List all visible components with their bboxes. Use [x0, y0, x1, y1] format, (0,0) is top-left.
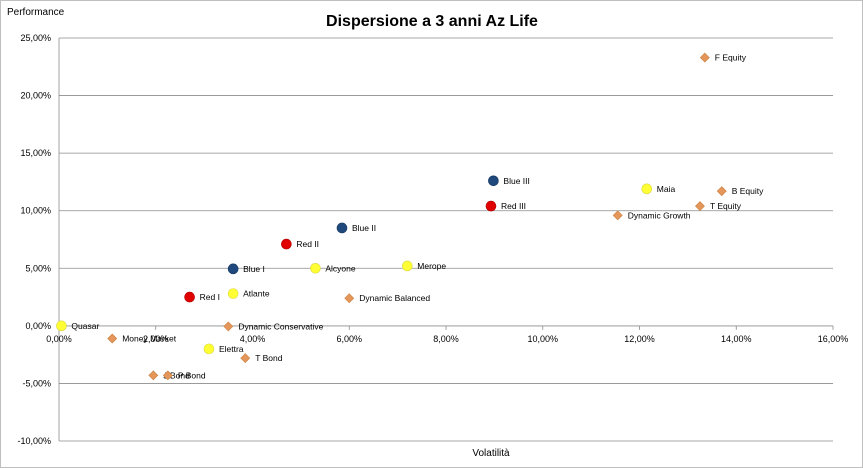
x-tick-label: 10,00%: [527, 334, 558, 344]
diamond-marker: [699, 52, 710, 63]
point-label: Maia: [657, 184, 676, 194]
y-axis-title: Performance: [7, 7, 65, 18]
point-t-equity: T Equity: [695, 201, 742, 212]
point-label: T Equity: [710, 201, 742, 211]
x-tick-label: 12,00%: [624, 334, 655, 344]
point-maia: Maia: [641, 183, 676, 195]
point-label: Blue III: [503, 176, 529, 186]
x-tick-label: 16,00%: [818, 334, 849, 344]
diamond-marker: [148, 370, 159, 381]
diamond-marker: [695, 201, 705, 212]
circle-marker: [641, 183, 653, 195]
point-quasar: Quasar: [56, 320, 99, 332]
point-label: Elettra: [219, 344, 244, 354]
y-tick-label: 15,00%: [20, 148, 51, 158]
point-label: Blue I: [243, 264, 265, 274]
point-label: F Equity: [715, 53, 747, 63]
point-f-equity: F Equity: [699, 52, 747, 63]
point-label: Money Market: [122, 334, 176, 344]
circle-marker: [401, 260, 413, 272]
diamond-marker: [162, 370, 173, 381]
point-label: Atlante: [243, 289, 270, 299]
point-atlante: Atlante: [227, 288, 270, 299]
point-label: Merope: [417, 261, 446, 271]
y-tick-label: 5,00%: [25, 263, 51, 273]
point-label: T Bond: [255, 353, 283, 363]
circle-marker: [310, 262, 321, 274]
point-label: Red I: [200, 292, 220, 302]
point-label: Blue II: [352, 223, 376, 233]
point-j-bond: J Bond: [148, 370, 190, 381]
circle-marker: [485, 200, 497, 212]
diamond-marker: [223, 321, 234, 332]
point-red-ii: Red II: [281, 238, 319, 250]
point-b-equity: B Equity: [716, 186, 764, 197]
point-label: J Bond: [163, 370, 190, 380]
diamond-marker: [107, 333, 118, 344]
y-tick-label: -5,00%: [22, 378, 51, 388]
point-blue-iii: Blue III: [488, 175, 530, 187]
circle-marker: [336, 222, 348, 234]
point-label: Quasar: [71, 321, 99, 331]
circle-marker: [227, 263, 239, 275]
data-points: F Equity Blue III Maia B Equity Red III T Equ…: [56, 52, 764, 381]
circle-marker: [184, 291, 195, 303]
y-tick-label: 0,00%: [25, 321, 51, 331]
circle-marker: [56, 320, 67, 332]
point-red-iii: Red III: [485, 200, 526, 212]
y-tick-label: 10,00%: [20, 206, 51, 216]
diamond-marker: [716, 186, 727, 197]
diamond-marker: [344, 293, 355, 304]
x-tick-label: 2,00%: [143, 334, 169, 344]
diamond-marker: [240, 353, 251, 364]
point-red-i: Red I: [184, 291, 220, 303]
point-dynamic-growth: Dynamic Growth: [612, 210, 691, 221]
point-dynamic-balanced: Dynamic Balanced: [344, 293, 430, 304]
point-label: Dynamic Growth: [628, 210, 691, 220]
diamond-marker: [612, 210, 623, 221]
y-tick-label: 20,00%: [20, 91, 51, 101]
point-blue-ii: Blue II: [336, 222, 376, 234]
point-money-market: Money Market: [107, 333, 177, 344]
tick-labels: 25,00% 20,00% 15,00% 10,00% 5,00% 0,00% -5,00%…: [17, 33, 848, 446]
point-p-bond: P Bond: [162, 370, 206, 381]
circle-marker: [488, 175, 499, 187]
point-dynamic-conservative: Dynamic Conservative: [223, 321, 324, 332]
point-label: Red III: [501, 201, 526, 211]
point-label: Alcyone: [325, 263, 356, 273]
circle-marker: [281, 238, 292, 250]
x-tick-label: 4,00%: [240, 334, 266, 344]
point-alcyone: Alcyone: [310, 262, 356, 274]
point-label: B Equity: [732, 186, 764, 196]
point-t-bond: T Bond: [240, 353, 283, 364]
gridlines: [58, 37, 834, 442]
y-tick-label: 25,00%: [20, 33, 51, 43]
chart-title: Dispersione a 3 anni Az Life: [326, 13, 538, 30]
point-label: P Bond: [178, 370, 206, 380]
x-tick-label: 14,00%: [721, 334, 752, 344]
y-tick-label: -10,00%: [17, 436, 51, 446]
point-label: Dynamic Conservative: [238, 321, 323, 331]
circle-marker: [227, 288, 239, 299]
x-tick-label: 0,00%: [46, 334, 72, 344]
x-axis-title: Volatilità: [472, 448, 510, 459]
point-label: Dynamic Balanced: [359, 293, 430, 303]
point-label: Red II: [296, 239, 319, 249]
point-merope: Merope: [401, 260, 446, 272]
circle-marker: [203, 343, 215, 355]
x-tick-label: 6,00%: [336, 334, 362, 344]
x-tick-label: 8,00%: [433, 334, 459, 344]
point-blue-i: Blue I: [227, 263, 265, 275]
point-elettra: Elettra: [203, 343, 244, 355]
